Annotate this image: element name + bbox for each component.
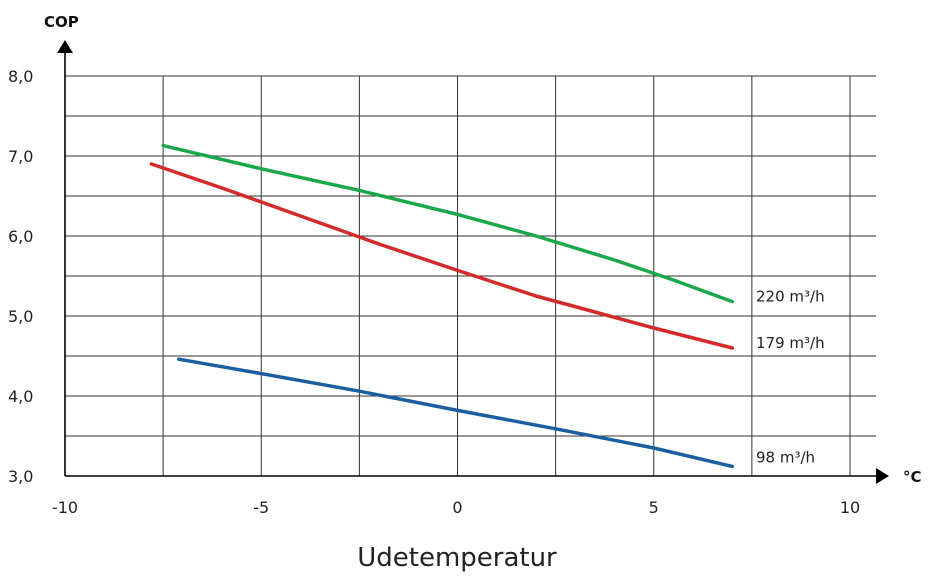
x-axis-label: Udetemperatur bbox=[357, 543, 557, 573]
series-label: 179 m³/h bbox=[756, 334, 825, 352]
x-axis-unit: °C bbox=[903, 468, 922, 486]
x-axis-arrow bbox=[876, 468, 889, 484]
y-tick-label: 6,0 bbox=[8, 227, 33, 246]
series-label: 220 m³/h bbox=[756, 288, 825, 306]
axes bbox=[57, 40, 889, 484]
series-line bbox=[149, 162, 735, 350]
y-tick-label: 8,0 bbox=[8, 67, 33, 86]
y-tick-label: 7,0 bbox=[8, 147, 33, 166]
y-axis-label: COP bbox=[44, 13, 79, 31]
series-line bbox=[177, 357, 735, 469]
y-axis-arrow bbox=[57, 40, 73, 53]
x-tick-label: -10 bbox=[52, 498, 78, 517]
series-label: 98 m³/h bbox=[756, 448, 815, 466]
series-labels: 220 m³/h 179 m³/h 98 m³/h bbox=[756, 288, 825, 467]
x-tick-label: 0 bbox=[452, 498, 462, 517]
y-tick-label: 5,0 bbox=[8, 307, 33, 326]
x-tick-label: 10 bbox=[840, 498, 860, 517]
y-tick-label: 3,0 bbox=[8, 467, 33, 486]
tick-labels: -10 -5 0 5 10 3,0 4,0 5,0 6,0 7,0 8,0 bbox=[8, 67, 860, 517]
y-tick-label: 4,0 bbox=[8, 387, 33, 406]
series-lines bbox=[149, 143, 735, 469]
series-line bbox=[161, 143, 735, 304]
x-tick-label: 5 bbox=[649, 498, 659, 517]
x-tick-label: -5 bbox=[253, 498, 269, 517]
